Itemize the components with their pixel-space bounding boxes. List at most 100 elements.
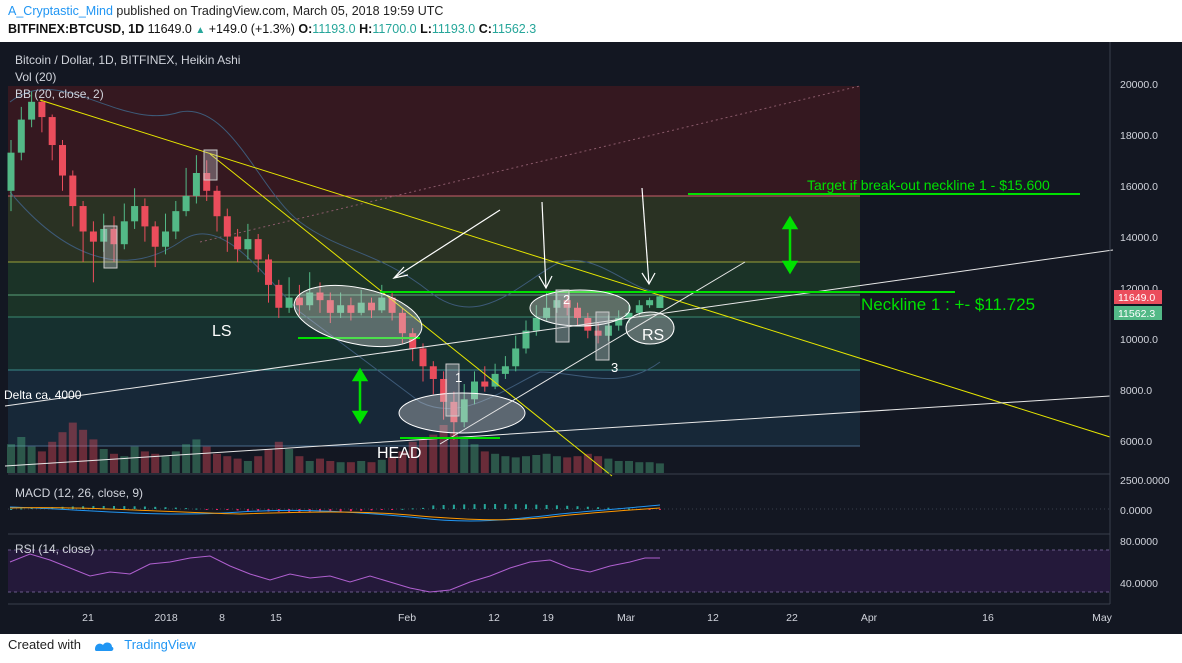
shoulder2-ellipse: [529, 289, 631, 327]
candle-body: [625, 312, 633, 318]
candle-body: [553, 300, 561, 308]
volume-bar: [408, 441, 417, 473]
x-tick-label: Apr: [861, 612, 878, 624]
volume-bar: [37, 451, 46, 473]
volume-bar: [120, 456, 129, 473]
publish-info: published on TradingView.com, March 05, …: [116, 4, 444, 18]
price-badge-red: [1114, 290, 1162, 304]
volume-bar: [89, 439, 98, 473]
rsi-tick-label: 80.0000: [1120, 536, 1158, 548]
rsi-legend: RSI (14, close): [15, 542, 94, 556]
candle-body: [131, 206, 139, 222]
x-tick-label: 21: [82, 612, 94, 624]
price-chart[interactable]: 20000.0 18000.0 16000.0 14000.0 12000.0 …: [0, 42, 1182, 634]
arrow-down-icon: [781, 260, 799, 275]
volume-bar: [439, 425, 448, 473]
volume-bar: [140, 451, 149, 473]
candle-body: [460, 399, 468, 423]
white-trendline-upper: [4, 249, 1114, 407]
arrow-up-icon: [351, 367, 369, 382]
arrow-to-2: [541, 201, 547, 289]
arrow-down-icon: [351, 410, 369, 425]
head-ellipse: [398, 392, 526, 434]
volume-bar: [419, 437, 427, 473]
rsi-band: [8, 550, 1110, 592]
macd-bar: [360, 509, 363, 511]
candle-body: [574, 307, 581, 318]
macd-bar: [185, 508, 188, 510]
candle-body: [337, 305, 345, 313]
macd-bar: [113, 506, 115, 509]
candle-body: [656, 296, 664, 308]
arrow-head-icon: [538, 275, 553, 290]
volume-bar: [171, 451, 180, 473]
y-tick-label: 8000.0: [1120, 385, 1152, 397]
volume-bar: [552, 456, 561, 473]
x-tick-label: 22: [786, 612, 798, 624]
volume-bar: [511, 457, 520, 473]
macd-bar: [473, 504, 476, 509]
highlight-box: [595, 311, 610, 361]
x-tick-label: 2018: [154, 612, 178, 624]
candle-body: [326, 300, 334, 313]
macd-bar: [82, 506, 85, 509]
candle-body: [285, 297, 293, 308]
price-badge-green: [1114, 306, 1162, 320]
close-value: 11562.3: [491, 22, 537, 36]
candle-body: [532, 317, 540, 331]
candle-body: [110, 228, 118, 245]
volume-bar: [655, 463, 664, 473]
macd-bar: [555, 505, 558, 509]
created-with-label: Created with: [8, 637, 81, 652]
arrow-head-icon: [641, 272, 656, 286]
volume-bar: [58, 432, 67, 473]
macd-bar: [143, 506, 146, 509]
author-link[interactable]: A_Cryptastic_Mind: [8, 4, 113, 18]
candle-body: [17, 119, 25, 153]
tradingview-link[interactable]: TradingView: [124, 637, 196, 652]
close-label: C:: [478, 22, 492, 36]
publish-header: A_Cryptastic_Mind published on TradingVi…: [8, 4, 443, 18]
volume-bar: [367, 462, 376, 473]
candle-body: [172, 211, 180, 232]
arrow-to-ls: [393, 209, 501, 279]
candle-body: [388, 297, 396, 313]
highlight-box: [445, 363, 460, 417]
target-label: Target if break-out neckline 1 - $15.600: [807, 177, 1050, 193]
candle-body: [471, 381, 478, 400]
candle-body: [481, 381, 489, 387]
open-value: 11193.0: [312, 22, 356, 36]
candle-body: [409, 333, 417, 349]
rs-label: RS: [642, 327, 664, 344]
volume-bar: [522, 456, 530, 473]
candle-body: [512, 348, 520, 367]
macd-bar: [576, 506, 579, 509]
y-tick-label: 16000.0: [1120, 181, 1158, 193]
x-tick-label: 12: [707, 612, 719, 624]
x-tick-label: May: [1092, 612, 1113, 624]
yellow-trendline-lower: [209, 153, 613, 477]
volume-bar: [233, 458, 242, 473]
candle-body: [275, 284, 283, 308]
candle-body: [347, 305, 355, 313]
rsi-tick-label: 40.0000: [1120, 578, 1158, 590]
macd-signal-line: [9, 507, 661, 521]
highlight-box: [555, 289, 570, 343]
marker-1: 1: [455, 370, 462, 385]
rsi-line: [9, 553, 660, 593]
volume-bar: [429, 434, 438, 473]
candle-body: [79, 206, 87, 232]
volume-bar: [563, 457, 572, 473]
vol-legend: Vol (20): [15, 70, 56, 84]
macd-bar: [658, 509, 661, 510]
volume-bar: [27, 446, 36, 473]
candle-body: [244, 239, 252, 250]
candle-body: [368, 302, 375, 311]
fib-zone-bottom: [8, 370, 860, 446]
macd-bar: [442, 505, 445, 509]
macd-bar: [422, 507, 424, 509]
y-tick-label: 18000.0: [1120, 130, 1158, 142]
time-axis: 21 2018 8 15 Feb 12 19 Mar 12 22 Apr 16 …: [82, 612, 1113, 624]
macd-bar: [246, 509, 249, 511]
macd-bar: [607, 507, 610, 509]
